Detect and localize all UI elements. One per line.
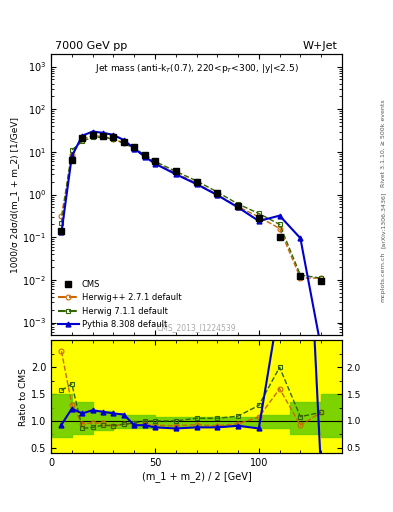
Y-axis label: Ratio to CMS: Ratio to CMS (19, 368, 28, 426)
Text: Rivet 3.1.10, ≥ 500k events: Rivet 3.1.10, ≥ 500k events (381, 99, 386, 187)
Text: W+Jet: W+Jet (303, 41, 338, 51)
Text: mcplots.cern.ch: mcplots.cern.ch (381, 251, 386, 302)
Text: Jet mass (anti-k$_T$(0.7), 220<p$_T$<300, |y|<2.5): Jet mass (anti-k$_T$(0.7), 220<p$_T$<300… (95, 62, 298, 75)
Text: [arXiv:1306.3436]: [arXiv:1306.3436] (381, 192, 386, 248)
Text: CMS_2013_I1224539: CMS_2013_I1224539 (157, 324, 236, 333)
X-axis label: (m_1 + m_2) / 2 [GeV]: (m_1 + m_2) / 2 [GeV] (141, 471, 252, 482)
Text: 7000 GeV pp: 7000 GeV pp (55, 41, 127, 51)
Legend: CMS, Herwig++ 2.7.1 default, Herwig 7.1.1 default, Pythia 8.308 default: CMS, Herwig++ 2.7.1 default, Herwig 7.1.… (55, 278, 184, 331)
Y-axis label: 1000/σ 2dσ/d(m_1 + m_2) [1/GeV]: 1000/σ 2dσ/d(m_1 + m_2) [1/GeV] (11, 117, 20, 272)
